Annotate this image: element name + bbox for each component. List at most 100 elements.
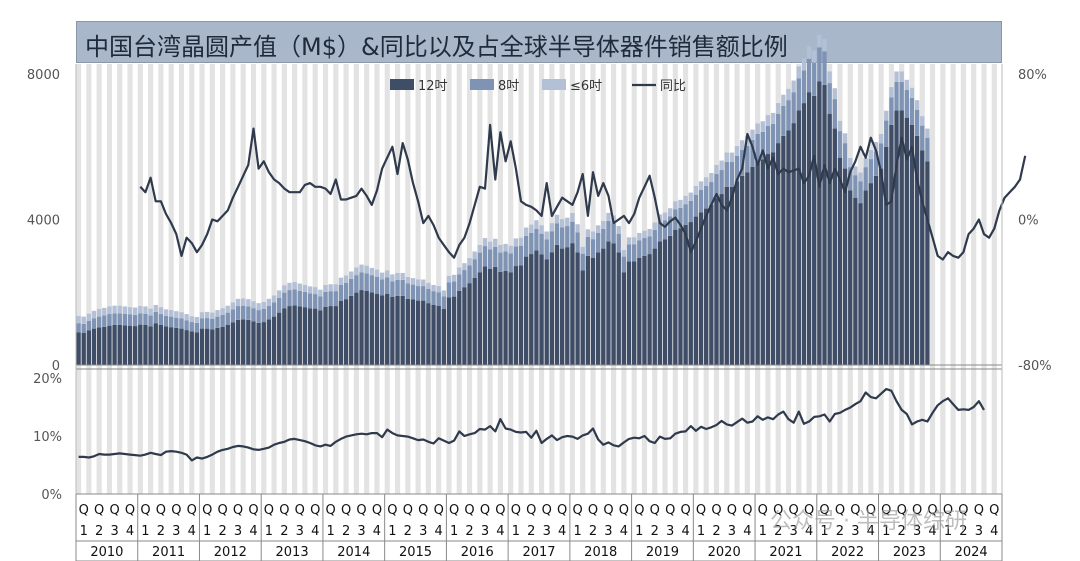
bar-8inch — [102, 315, 107, 327]
bar-8inch — [112, 313, 117, 325]
bar-8inch — [220, 314, 225, 327]
bar-12inch — [554, 244, 560, 365]
bar-6inch — [132, 307, 138, 315]
bar-6inch — [158, 307, 164, 315]
bar-6inch — [585, 229, 591, 237]
bar-12inch — [925, 161, 930, 365]
bar-8inch — [606, 220, 611, 242]
bar-8inch — [482, 246, 488, 267]
bar-6inch — [729, 152, 735, 163]
bar-12inch — [544, 259, 549, 365]
bar-12inch — [909, 124, 915, 365]
bar-12inch — [467, 283, 472, 365]
bar-12inch — [292, 305, 297, 365]
bar-6inch — [333, 284, 338, 292]
quarter-number-label: 2 — [218, 524, 226, 539]
y2-tick-label: 80% — [1018, 68, 1047, 83]
bar-6inch — [698, 181, 704, 191]
quarter-number-label: 3 — [543, 524, 551, 539]
stripe — [106, 64, 113, 494]
bar-12inch — [878, 168, 884, 365]
bar-8inch — [848, 167, 853, 191]
quarter-number-label: 1 — [388, 524, 396, 539]
bar-6inch — [91, 310, 97, 319]
quarter-q-label: Q — [79, 503, 89, 518]
bar-8inch — [585, 236, 591, 256]
bar-12inch — [369, 292, 374, 365]
bar-8inch — [364, 273, 369, 291]
bar-6inch — [822, 39, 827, 52]
quarter-number-label: 1 — [759, 524, 767, 539]
bar-6inch — [302, 284, 308, 292]
bar-6inch — [328, 284, 333, 292]
bar-8inch — [426, 288, 431, 304]
bar-8inch — [235, 306, 241, 320]
year-label: 2011 — [152, 545, 185, 560]
bar-8inch — [400, 279, 405, 296]
bar-8inch — [688, 200, 693, 223]
bar-8inch — [647, 236, 652, 255]
bar-8inch — [169, 316, 174, 328]
bar-12inch — [523, 256, 529, 365]
bar-8inch — [724, 162, 729, 187]
bar-6inch — [806, 46, 812, 59]
quarter-number-label: 2 — [959, 524, 967, 539]
bar-8inch — [225, 312, 230, 325]
bar-12inch — [812, 95, 817, 365]
bar-6inch — [297, 283, 302, 291]
bar-8inch — [421, 286, 426, 301]
quarter-number-label: 1 — [327, 524, 335, 539]
bar-12inch — [184, 330, 189, 365]
bar-6inch — [86, 313, 92, 321]
bar-6inch — [832, 88, 837, 100]
bar-8inch — [827, 83, 832, 115]
quarter-q-label: Q — [480, 503, 490, 518]
bar-8inch — [277, 297, 282, 313]
bar-12inch — [307, 308, 313, 365]
bar-12inch — [189, 331, 194, 365]
bar-8inch — [652, 230, 657, 249]
bar-8inch — [662, 220, 668, 240]
share-line — [78, 387, 985, 462]
bar-12inch — [894, 110, 899, 365]
stripe — [981, 64, 987, 494]
bar-6inch — [513, 238, 519, 247]
bar-8inch — [487, 249, 493, 269]
bar-6inch — [590, 231, 596, 240]
bar-8inch — [462, 270, 467, 288]
quarter-q-label: Q — [650, 503, 660, 518]
bar-12inch — [338, 300, 344, 365]
bar-8inch — [477, 252, 483, 273]
quarter-number-label: 3 — [419, 524, 427, 539]
y-tick-label: 0 — [52, 359, 60, 374]
bar-6inch — [277, 290, 282, 298]
bar-12inch — [719, 194, 724, 365]
bar-12inch — [688, 222, 693, 365]
bar-12inch — [246, 319, 251, 365]
bar-6inch — [523, 227, 529, 236]
bar-12inch — [158, 324, 164, 365]
quarter-q-label: Q — [758, 503, 768, 518]
quarter-q-label: Q — [94, 503, 104, 518]
bar-12inch — [662, 239, 668, 365]
bar-8inch — [812, 62, 817, 96]
stripe — [96, 64, 102, 494]
bar-8inch — [878, 143, 884, 169]
bar-12inch — [194, 332, 200, 365]
bar-8inch — [817, 47, 822, 82]
legend-label: 8吋 — [498, 79, 519, 94]
bar-8inch — [776, 114, 781, 144]
bar-12inch — [313, 308, 318, 365]
bar-8inch — [395, 279, 400, 296]
bar-8inch — [889, 97, 894, 125]
year-label: 2017 — [522, 545, 555, 560]
bar-12inch — [256, 322, 261, 365]
bar-8inch — [786, 100, 791, 131]
bar-12inch — [518, 265, 524, 365]
bar-12inch — [647, 254, 652, 365]
bar-6inch — [205, 311, 210, 319]
bar-12inch — [215, 327, 220, 365]
quarter-q-label: Q — [526, 503, 536, 518]
bar-6inch — [637, 232, 642, 241]
bar-8inch — [590, 239, 596, 258]
